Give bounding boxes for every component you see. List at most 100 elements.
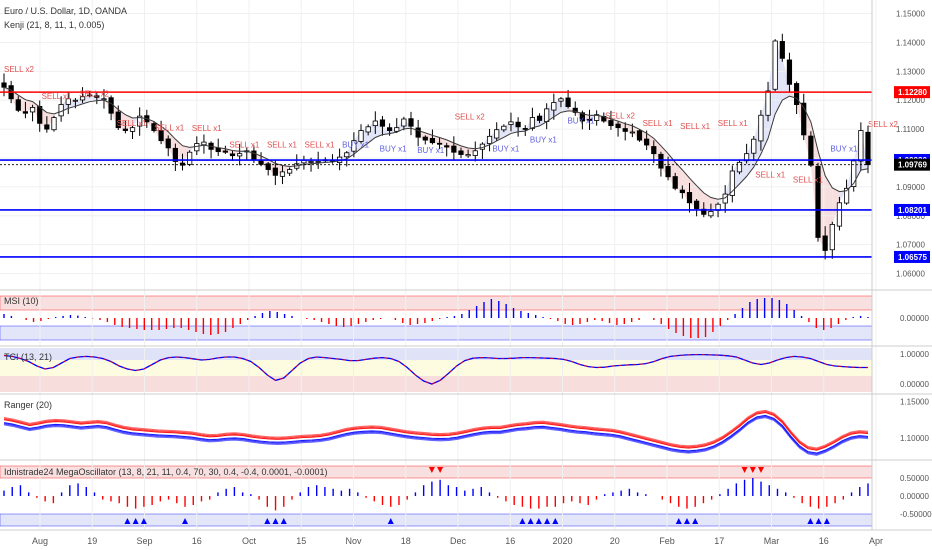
buy-arrow-icon: [815, 518, 822, 524]
candle-body: [137, 115, 143, 127]
buy-arrow-icon: [124, 518, 131, 524]
candle-body: [622, 128, 628, 132]
x-tick-label: Dec: [450, 536, 467, 546]
symbol-title: Euro / U.S. Dollar, 1D, OANDA: [4, 6, 127, 16]
x-tick-label: Feb: [659, 536, 675, 546]
candle-body: [672, 176, 678, 189]
x-tick-label: Sep: [136, 536, 152, 546]
sell-arrow-icon: [428, 467, 435, 473]
signal-label: BUY x1: [417, 146, 445, 155]
candle-body: [629, 131, 635, 134]
candle-body: [258, 160, 264, 165]
candle-body: [836, 202, 843, 227]
x-tick-label: 15: [296, 536, 306, 546]
candle-body: [379, 119, 386, 127]
signal-label: BUY x1: [380, 145, 408, 154]
msi-lower-zone: [0, 325, 873, 341]
candle-body: [201, 141, 207, 146]
kenji-band: [825, 175, 833, 251]
x-tick-label: 2020: [552, 536, 572, 546]
x-tick-label: 16: [505, 536, 515, 546]
ranger-title: Ranger (20): [4, 400, 52, 410]
buy-arrow-icon: [280, 518, 287, 524]
candle-body: [858, 130, 864, 162]
kenji-band: [382, 126, 390, 135]
candle-body: [79, 96, 86, 101]
signal-label: SELL x2: [79, 89, 109, 98]
candle-body: [472, 150, 478, 156]
mega-tick-label: -0.50000: [900, 510, 932, 519]
candle-body: [686, 192, 693, 204]
candle-body: [501, 125, 507, 131]
level-label: 1.08201: [898, 206, 927, 215]
y-tick-label: 1.14000: [896, 38, 925, 47]
candle-body: [422, 136, 428, 141]
candle-body: [58, 104, 64, 117]
buy-arrow-icon: [552, 518, 559, 524]
y-tick-label: 1.08000: [896, 212, 925, 221]
msi-tick-label: 0.00000: [900, 314, 929, 323]
msi-title: MSI (10): [4, 296, 39, 306]
kenji-band: [25, 99, 33, 114]
y-tick-label: 1.15000: [896, 10, 925, 19]
signal-label: SELL x1: [643, 119, 673, 128]
candle-body: [608, 120, 614, 127]
candle-body: [665, 166, 671, 178]
kenji-band: [282, 165, 290, 172]
candle-body: [386, 127, 393, 131]
msi-upper-zone: [0, 295, 873, 311]
candle-body: [658, 153, 664, 169]
signal-label: BUY x1: [342, 140, 370, 149]
signal-label: BUY x1: [530, 136, 558, 145]
x-tick-label: 16: [192, 536, 202, 546]
candle-body: [351, 140, 357, 152]
x-tick-label: Apr: [869, 536, 883, 546]
buy-arrow-icon: [519, 518, 526, 524]
signal-label: BUY x1: [492, 145, 520, 154]
candle-body: [779, 41, 785, 59]
kenji-band: [468, 148, 476, 155]
y-tick-label: 1.12000: [896, 96, 925, 105]
signal-label: SELL x2: [4, 65, 34, 74]
candle-body: [372, 120, 378, 127]
candle-body: [22, 111, 29, 114]
x-tick-label: 17: [714, 536, 724, 546]
candle-body: [72, 99, 79, 102]
kenji-band: [718, 194, 726, 205]
candle-body: [579, 112, 585, 122]
candle-body: [358, 130, 364, 142]
sell-arrow-icon: [741, 467, 748, 473]
indicator-title: Kenji (21, 8, 11, 1, 0.005): [4, 20, 104, 30]
x-tick-label: Aug: [32, 536, 48, 546]
candle-body: [229, 153, 236, 157]
candle-body: [158, 130, 164, 142]
candle-body: [444, 145, 450, 148]
candle-body: [815, 165, 821, 238]
candle-body: [415, 127, 421, 138]
candle-body: [822, 235, 828, 251]
candle-body: [172, 147, 178, 162]
candle-body: [279, 171, 286, 177]
x-tick-label: 20: [610, 536, 620, 546]
kenji-band: [439, 137, 447, 148]
tci-upper-zone: [0, 348, 872, 360]
signal-label: SELL x1: [117, 119, 147, 128]
candle-body: [808, 135, 814, 166]
candle-body: [94, 95, 100, 98]
x-tick-label: Nov: [345, 536, 362, 546]
level-label: 1.09769: [898, 161, 927, 170]
candle-body: [544, 108, 550, 122]
buy-arrow-icon: [535, 518, 542, 524]
mega-lower-zone: [0, 513, 873, 527]
candle-body: [793, 83, 800, 105]
candle-body: [272, 167, 278, 176]
sell-arrow-icon: [749, 467, 756, 473]
tci-middle-zone: [0, 360, 872, 376]
candle-body: [636, 130, 643, 141]
candle-body: [651, 146, 657, 155]
x-tick-label: 16: [819, 536, 829, 546]
ranger-tick-label: 1.10000: [900, 434, 929, 443]
buy-arrow-icon: [692, 518, 699, 524]
candle-body: [265, 163, 271, 170]
